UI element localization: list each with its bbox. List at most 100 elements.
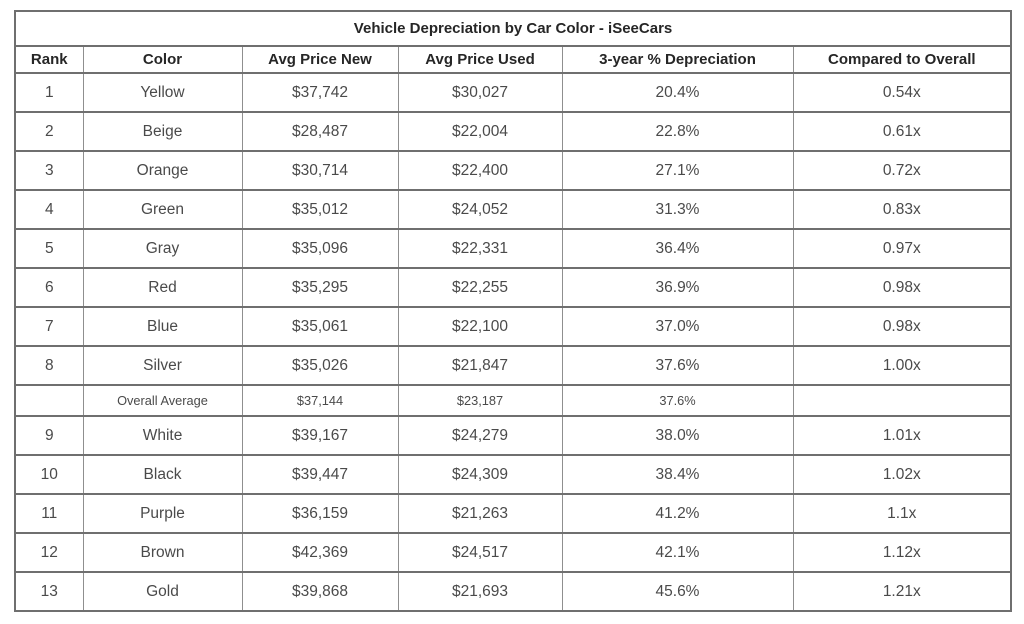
cell-avg-price-used: $22,004 (397, 111, 563, 152)
cell-avg-price-used: $21,693 (397, 571, 563, 612)
cell-avg-price-used: $22,100 (397, 306, 563, 347)
cell-depreciation: 37.6% (561, 345, 794, 386)
cell-color: White (82, 415, 243, 456)
cell-compared: 0.54x (792, 72, 1012, 113)
table-row: 8 Silver $35,026 $21,847 37.6% 1.00x (14, 345, 1012, 386)
cell-depreciation: 41.2% (561, 493, 794, 534)
table-row: 12 Brown $42,369 $24,517 42.1% 1.12x (14, 532, 1012, 573)
cell-avg-price-used: $21,847 (397, 345, 563, 386)
cell-rank: 10 (14, 454, 84, 495)
cell-rank: 7 (14, 306, 84, 347)
cell-color: Yellow (82, 72, 243, 113)
cell-rank: 1 (14, 72, 84, 113)
cell-rank: 11 (14, 493, 84, 534)
cell-avg-price-new: $35,061 (241, 306, 399, 347)
cell-compared: 0.98x (792, 267, 1012, 308)
cell-compared: 1.02x (792, 454, 1012, 495)
cell-avg-price-used: $24,517 (397, 532, 563, 573)
cell-compared: 1.21x (792, 571, 1012, 612)
cell-color: Purple (82, 493, 243, 534)
cell-color: Orange (82, 150, 243, 191)
cell-avg-price-new: $30,714 (241, 150, 399, 191)
cell-depreciation: 31.3% (561, 189, 794, 230)
table-row: 10 Black $39,447 $24,309 38.4% 1.02x (14, 454, 1012, 495)
cell-compared: 0.61x (792, 111, 1012, 152)
table-row: 1 Yellow $37,742 $30,027 20.4% 0.54x (14, 72, 1012, 113)
column-header-rank: Rank (14, 46, 84, 74)
table-row-overall-average: Overall Average $37,144 $23,187 37.6% (14, 384, 1012, 417)
cell-compared: 0.97x (792, 228, 1012, 269)
cell-avg-price-new: $36,159 (241, 493, 399, 534)
cell-rank: 12 (14, 532, 84, 573)
cell-color: Beige (82, 111, 243, 152)
table-row: 9 White $39,167 $24,279 38.0% 1.01x (14, 415, 1012, 456)
table-row: 2 Beige $28,487 $22,004 22.8% 0.61x (14, 111, 1012, 152)
cell-avg-price-new: $28,487 (241, 111, 399, 152)
cell-avg-price-used: $24,309 (397, 454, 563, 495)
cell-compared: 0.98x (792, 306, 1012, 347)
cell-rank: 8 (14, 345, 84, 386)
table-row: 7 Blue $35,061 $22,100 37.0% 0.98x (14, 306, 1012, 347)
cell-avg-price-new: $39,167 (241, 415, 399, 456)
cell-rank: 6 (14, 267, 84, 308)
cell-color: Gray (82, 228, 243, 269)
cell-avg-price-new: $42,369 (241, 532, 399, 573)
cell-rank: 4 (14, 189, 84, 230)
cell-color: Silver (82, 345, 243, 386)
cell-depreciation: 37.6% (561, 384, 794, 417)
cell-rank (14, 384, 84, 417)
cell-depreciation: 38.4% (561, 454, 794, 495)
cell-depreciation: 27.1% (561, 150, 794, 191)
cell-rank: 13 (14, 571, 84, 612)
cell-compared: 0.72x (792, 150, 1012, 191)
cell-color: Gold (82, 571, 243, 612)
cell-color: Red (82, 267, 243, 308)
cell-color: Brown (82, 532, 243, 573)
table-title-row: Vehicle Depreciation by Car Color - iSee… (15, 11, 1012, 47)
cell-avg-price-used: $21,263 (397, 493, 563, 534)
cell-compared (792, 384, 1012, 417)
cell-compared: 1.00x (792, 345, 1012, 386)
cell-depreciation: 20.4% (561, 72, 794, 113)
cell-compared: 1.1x (792, 493, 1012, 534)
cell-depreciation: 38.0% (561, 415, 794, 456)
cell-avg-price-new: $39,868 (241, 571, 399, 612)
cell-avg-price-new: $35,026 (241, 345, 399, 386)
column-header-avg-price-new: Avg Price New (241, 46, 399, 74)
table-title: Vehicle Depreciation by Car Color - iSee… (15, 11, 1012, 47)
table-row: 4 Green $35,012 $24,052 31.3% 0.83x (14, 189, 1012, 230)
cell-avg-price-new: $35,295 (241, 267, 399, 308)
cell-avg-price-new: $39,447 (241, 454, 399, 495)
cell-depreciation: 36.4% (561, 228, 794, 269)
cell-color: Black (82, 454, 243, 495)
cell-depreciation: 22.8% (561, 111, 794, 152)
cell-rank: 9 (14, 415, 84, 456)
cell-compared: 1.01x (792, 415, 1012, 456)
cell-color: Blue (82, 306, 243, 347)
depreciation-table: Vehicle Depreciation by Car Color - iSee… (14, 10, 1013, 612)
cell-color: Green (82, 189, 243, 230)
cell-depreciation: 37.0% (561, 306, 794, 347)
cell-rank: 5 (14, 228, 84, 269)
table-row: 5 Gray $35,096 $22,331 36.4% 0.97x (14, 228, 1012, 269)
table-header-row: Rank Color Avg Price New Avg Price Used … (14, 46, 1012, 74)
table-row: 6 Red $35,295 $22,255 36.9% 0.98x (14, 267, 1012, 308)
cell-depreciation: 42.1% (561, 532, 794, 573)
cell-avg-price-new: $35,096 (241, 228, 399, 269)
table-row: 13 Gold $39,868 $21,693 45.6% 1.21x (14, 571, 1012, 612)
cell-compared: 1.12x (792, 532, 1012, 573)
cell-avg-price-used: $23,187 (397, 384, 563, 417)
cell-avg-price-used: $24,052 (397, 189, 563, 230)
cell-avg-price-new: $37,742 (241, 72, 399, 113)
column-header-depreciation: 3-year % Depreciation (561, 46, 794, 74)
column-header-compared-to-overall: Compared to Overall (792, 46, 1012, 74)
cell-avg-price-used: $22,331 (397, 228, 563, 269)
table-row: 11 Purple $36,159 $21,263 41.2% 1.1x (14, 493, 1012, 534)
cell-avg-price-used: $24,279 (397, 415, 563, 456)
cell-depreciation: 45.6% (561, 571, 794, 612)
table-row: 3 Orange $30,714 $22,400 27.1% 0.72x (14, 150, 1012, 191)
cell-depreciation: 36.9% (561, 267, 794, 308)
cell-avg-price-used: $22,400 (397, 150, 563, 191)
cell-avg-price-new: $35,012 (241, 189, 399, 230)
